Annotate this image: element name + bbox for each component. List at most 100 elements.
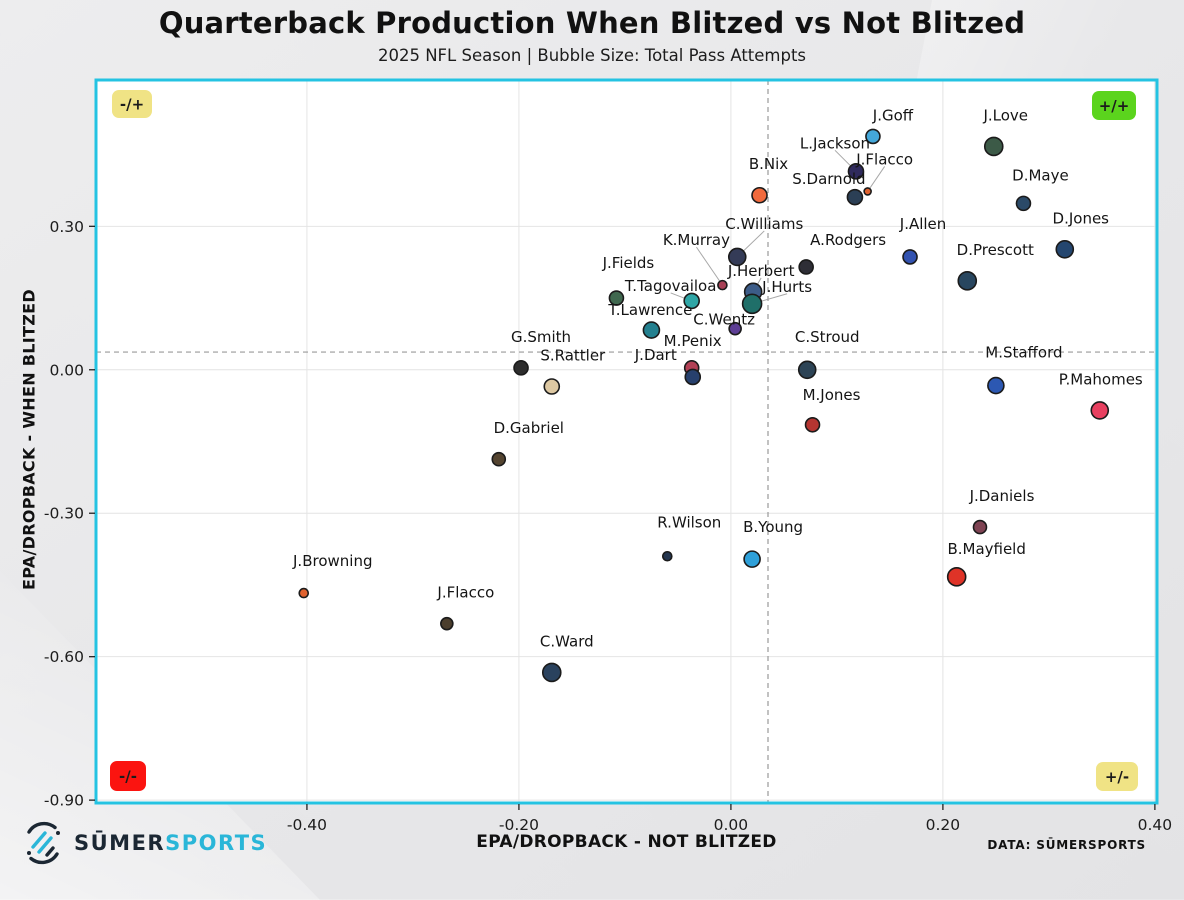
quadrant-badge-label: +/- (1105, 768, 1129, 786)
x-tick-label: 0.00 (714, 816, 749, 834)
point-label: D.Gabriel (494, 419, 564, 437)
point-label: J.Flacco (855, 150, 913, 168)
x-tick-label: 0.20 (926, 816, 961, 834)
point-label: D.Jones (1053, 209, 1110, 227)
point-label: M.Stafford (985, 344, 1062, 362)
sumersports-logo-icon (27, 821, 60, 865)
quadrant-badge-label: -/+ (120, 96, 144, 114)
point-label: S.Rattler (540, 347, 606, 365)
quadrant-badge (112, 90, 152, 118)
point-label: J.Herbert (727, 262, 795, 280)
y-tick-label: -0.30 (44, 505, 84, 523)
y-tick-label: 0.00 (49, 361, 84, 379)
data-point (804, 416, 821, 433)
point-label: J.Browning (292, 552, 372, 570)
quadrant-badge (1092, 91, 1136, 120)
point-label: T.Tagovailoa (624, 277, 717, 295)
point-label: D.Maye (1012, 166, 1069, 184)
leader-line (696, 246, 723, 286)
point-label: J.Goff (872, 106, 914, 124)
data-point (541, 662, 562, 683)
point-label: B.Mayfield (947, 540, 1025, 558)
quadrant-badge-label: -/- (119, 768, 137, 786)
y-tick-label: 0.30 (49, 218, 84, 236)
point-label: C.Williams (725, 215, 803, 233)
point-label: B.Nix (749, 155, 788, 173)
chart-title: Quarterback Production When Blitzed vs N… (158, 6, 1026, 40)
point-label: J.Flacco (436, 584, 494, 602)
data-point (957, 271, 978, 291)
point-label: M.Jones (803, 386, 861, 404)
data-point (717, 279, 728, 291)
data-point (946, 567, 967, 587)
data-point (662, 550, 673, 562)
point-label: L.Jackson (800, 134, 870, 152)
point-label: R.Wilson (657, 513, 721, 531)
brand-text-dark: SŪMER (74, 831, 166, 855)
data-point (683, 292, 700, 310)
data-point (727, 247, 747, 267)
quadrant-badge (1096, 762, 1138, 791)
point-label: C.Wentz (693, 311, 755, 329)
quadrant-badge (110, 761, 146, 791)
point-label: J.Allen (899, 215, 947, 233)
data-point (491, 451, 507, 467)
data-point (513, 360, 529, 376)
point-label: B.Young (743, 518, 803, 536)
point-label: S.Darnold (792, 170, 865, 188)
x-axis-title: EPA/DROPBACK - NOT BLITZED (476, 832, 777, 852)
plot-area (96, 80, 1157, 803)
x-tick-label: 0.40 (1138, 816, 1173, 834)
quadrant-badge-label: +/+ (1099, 97, 1130, 115)
point-label: T.Lawrence (607, 301, 692, 319)
point-label: G.Smith (511, 328, 571, 346)
leader-line (867, 166, 886, 192)
x-tick-label: -0.20 (499, 816, 539, 834)
point-label: J.Daniels (969, 487, 1035, 505)
x-tick-label: -0.40 (287, 816, 327, 834)
y-tick-label: -0.60 (44, 648, 84, 666)
data-point (987, 376, 1005, 395)
data-point (743, 550, 761, 568)
plot-border (94, 78, 1159, 805)
point-label: J.Fields (602, 254, 655, 272)
data-point (798, 259, 814, 275)
data-point (865, 128, 881, 145)
brand-text-cyan: SPORTS (165, 831, 268, 855)
data-point (972, 519, 988, 535)
brand-text: SŪMERSPORTS (74, 831, 267, 855)
data-point (543, 378, 561, 395)
point-label: C.Stroud (795, 328, 860, 346)
data-point (1015, 195, 1032, 212)
data-point (846, 188, 864, 206)
data-point (902, 249, 918, 265)
data-point (863, 187, 872, 196)
data-point (741, 293, 763, 315)
y-tick-label: -0.90 (44, 792, 84, 810)
data-point (1090, 401, 1110, 420)
point-label: M.Penix (664, 332, 722, 350)
data-point (751, 186, 768, 204)
point-label: J.Hurts (761, 278, 812, 296)
data-point (728, 321, 742, 336)
point-label: C.Ward (540, 632, 594, 650)
point-label: D.Prescott (957, 241, 1034, 259)
y-axis-title: EPA/DROPBACK - WHEN BLITZED (19, 289, 39, 590)
point-label: P.Mahomes (1059, 370, 1143, 388)
data-point (847, 163, 865, 180)
chart-subtitle: 2025 NFL Season | Bubble Size: Total Pas… (377, 46, 807, 65)
data-point (298, 587, 310, 599)
data-credit: DATA: SŪMERSPORTS (987, 838, 1146, 852)
data-point (608, 290, 625, 306)
point-label: A.Rodgers (810, 231, 886, 249)
data-point (642, 321, 661, 339)
data-point (440, 616, 454, 631)
point-label: J.Dart (634, 346, 677, 364)
data-point (983, 136, 1004, 157)
data-point (1055, 239, 1075, 259)
point-label: J.Love (982, 106, 1028, 124)
point-label: K.Murray (663, 231, 730, 249)
brand-logo: SŪMERSPORTS (20, 820, 267, 866)
